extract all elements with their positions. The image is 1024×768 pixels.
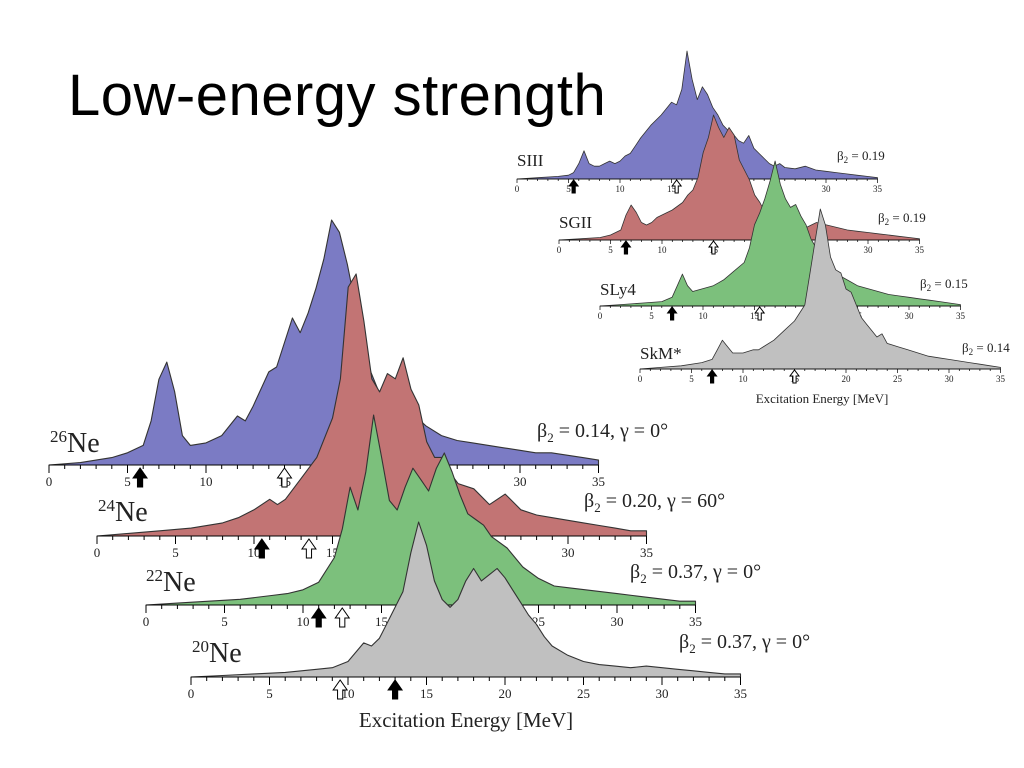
deformation-label-24ne: β2 = 0.20, γ = 60° [584,490,725,515]
tick-label-skm: 5 [689,374,694,384]
tick-label-sgii: 35 [915,245,925,255]
inset-chart: 05101520253035SIIIβ2 = 0.190510152025303… [515,50,1010,406]
tick-label-26ne: 10 [200,474,213,489]
tick-label-siii: 15 [667,184,677,194]
tick-label-siii: 10 [616,184,626,194]
filled-arrow-sgii [620,240,632,255]
tick-label-siii: 5 [566,184,571,194]
filled-arrow-skm [706,369,718,384]
inset-x-axis-title: Excitation Energy [MeV] [756,391,889,406]
open-arrow-sgii [708,240,719,255]
page-title: Low-energy strength [68,63,607,128]
tick-label-22ne: 5 [221,614,228,629]
tick-label-skm: 30 [945,374,955,384]
interaction-label-skm: SkM* [640,344,682,363]
filled-arrow-siii [568,179,580,194]
tick-label-sly4: 30 [905,311,915,321]
open-arrow-siii [671,179,683,194]
tick-label-siii: 30 [822,184,832,194]
tick-label-sly4: 15 [750,311,760,321]
tick-label-24ne: 5 [172,545,179,560]
spectrum-area-sly4 [599,160,961,307]
deformation-label-26ne: β2 = 0.14, γ = 0° [537,420,668,445]
tick-label-sly4: 5 [649,311,654,321]
open-arrow-26ne [276,467,293,488]
inset-deformation-sly4: β2 = 0.15 [920,276,968,293]
nucleus-label-22ne: 22Ne [146,566,196,598]
tick-label-20ne: 20 [499,686,512,701]
filled-arrow-20ne [387,679,404,700]
tick-label-20ne: 35 [734,686,747,701]
interaction-label-sly4: SLy4 [600,280,636,299]
panel-24ne: 0510152025303524Neβ2 = 0.20, γ = 60° [94,273,725,560]
tick-label-26ne: 35 [592,474,605,489]
tick-label-22ne: 10 [297,614,310,629]
spectrum-area-siii [516,50,878,180]
nucleus-label-20ne: 20Ne [192,637,242,669]
open-arrow-20ne [332,679,349,700]
spectrum-area-24ne [96,273,648,537]
inset-deformation-siii: β2 = 0.19 [837,148,885,165]
tick-label-sgii: 0 [557,245,562,255]
tick-label-sly4: 0 [598,311,603,321]
tick-label-24ne: 30 [562,545,575,560]
tick-label-sgii: 30 [864,245,874,255]
tick-label-22ne: 0 [143,614,150,629]
deformation-label-20ne: β2 = 0.37, γ = 0° [679,631,810,656]
spectrum-area-sgii [558,114,920,241]
tick-label-sgii: 5 [608,245,613,255]
main-chart: 0 5 10 15 20 25 30 35 26Ne β2 = 0.14, γ = 0° 0 5 10 1… [46,219,810,732]
filled-arrow-22ne [310,607,327,628]
filled-arrow-26ne [132,467,149,488]
tick-label-22ne: 30 [611,614,624,629]
inset-deformation-sgii: β2 = 0.19 [878,210,926,227]
tick-label-skm: 0 [638,374,643,384]
open-arrow-22ne [334,607,351,628]
tick-label-sly4: 10 [699,311,709,321]
tick-label-skm: 35 [996,374,1006,384]
tick-label-20ne: 25 [577,686,590,701]
interaction-label-siii: SIII [517,151,544,170]
inset-panel-sly4: 05101520253035SLy4β2 = 0.15 [598,160,968,321]
spectrum-area-20ne [190,521,742,678]
open-arrow-skm [789,369,800,384]
panel-20ne: 0 5 10 15 20 25 30 35 20Ne β2 = 0.37, γ = 0° [188,521,810,701]
tick-label-20ne: 15 [420,686,433,701]
tick-label-skm: 20 [842,374,852,384]
tick-label-skm: 25 [893,374,903,384]
inset-deformation-skm: β2 = 0.14 [962,340,1010,357]
tick-label-skm: 10 [739,374,749,384]
interaction-label-sgii: SGII [559,213,592,232]
filled-arrow-24ne [253,538,270,559]
x-axis-title: Excitation Energy [MeV] [359,708,573,732]
tick-label-sly4: 35 [956,311,966,321]
tick-label-20ne: 5 [266,686,273,701]
tick-label-26ne: 30 [514,474,527,489]
tick-label-sgii: 10 [658,245,668,255]
tick-label-24ne: 35 [640,545,653,560]
open-arrow-sly4 [754,306,766,321]
tick-label-24ne: 0 [94,545,101,560]
panel-22ne: 0510152025303522Neβ2 = 0.37, γ = 0° [143,414,761,629]
nucleus-label-24ne: 24Ne [98,496,148,528]
open-arrow-24ne [300,538,317,559]
tick-label-siii: 0 [515,184,520,194]
nucleus-label-26ne: 26Ne [50,427,100,459]
spectrum-area-22ne [145,414,697,606]
inset-panel-sgii: 05101520253035SGIIβ2 = 0.19 [557,114,926,255]
tick-label-26ne: 0 [46,474,53,489]
tick-label-26ne: 5 [124,474,131,489]
tick-label-22ne: 15 [375,614,388,629]
tick-label-20ne: 30 [656,686,669,701]
filled-arrow-sly4 [666,306,678,321]
tick-label-20ne: 0 [188,686,195,701]
inset-panel-skm: 0 5 10 15 20 25 30 35 SkM* β2 = 0.14 [638,208,1010,384]
tick-label-22ne: 35 [689,614,702,629]
spectrum-area-26ne [48,219,600,466]
spectrum-area-skm [639,208,1001,370]
tick-label-siii: 35 [873,184,883,194]
deformation-label-22ne: β2 = 0.37, γ = 0° [630,561,761,586]
